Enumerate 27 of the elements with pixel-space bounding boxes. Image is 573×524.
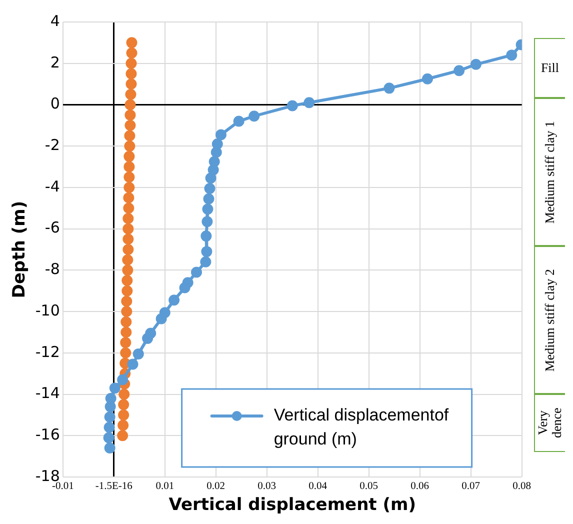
x-tick-label: 0.05 bbox=[360, 481, 378, 492]
y-tick-label: -2 bbox=[44, 136, 60, 154]
text: Medium stiff clay 2 bbox=[542, 268, 557, 372]
y-tick-label: -12 bbox=[35, 342, 60, 361]
text: Very dence bbox=[535, 395, 564, 451]
y-tick-label: -4 bbox=[44, 177, 60, 196]
x-axis-title: Vertical displacement (m) bbox=[168, 495, 416, 516]
y-tick-label: -6 bbox=[44, 218, 60, 237]
y-tick-label: 4 bbox=[50, 12, 60, 30]
y-tick-label: 2 bbox=[50, 53, 60, 72]
legend-label: Vertical displacementof ground (m) bbox=[274, 406, 449, 449]
text: Medium stiff clay 1 bbox=[542, 120, 557, 224]
y-tick-label: -16 bbox=[35, 426, 60, 444]
x-tick-label: 0.04 bbox=[308, 481, 328, 492]
y-axis-title: Depth (m) bbox=[10, 200, 30, 298]
x-tick-label: 0.06 bbox=[410, 481, 430, 492]
y-tick-label: 0 bbox=[50, 94, 60, 113]
y-tick-label: -8 bbox=[44, 260, 60, 278]
text: Fill bbox=[540, 60, 560, 75]
x-tick-label: 0.01 bbox=[156, 481, 174, 492]
x-tick-label: 0.08 bbox=[512, 481, 531, 492]
x-tick-label: -1.5E-16 bbox=[95, 481, 132, 492]
x-tick-label: 0.02 bbox=[206, 481, 226, 492]
x-tick-label: 0.07 bbox=[462, 481, 480, 492]
y-tick-label: -14 bbox=[35, 384, 60, 402]
x-tick-label: 0.03 bbox=[258, 481, 276, 492]
y-tick-label: -10 bbox=[35, 301, 60, 320]
